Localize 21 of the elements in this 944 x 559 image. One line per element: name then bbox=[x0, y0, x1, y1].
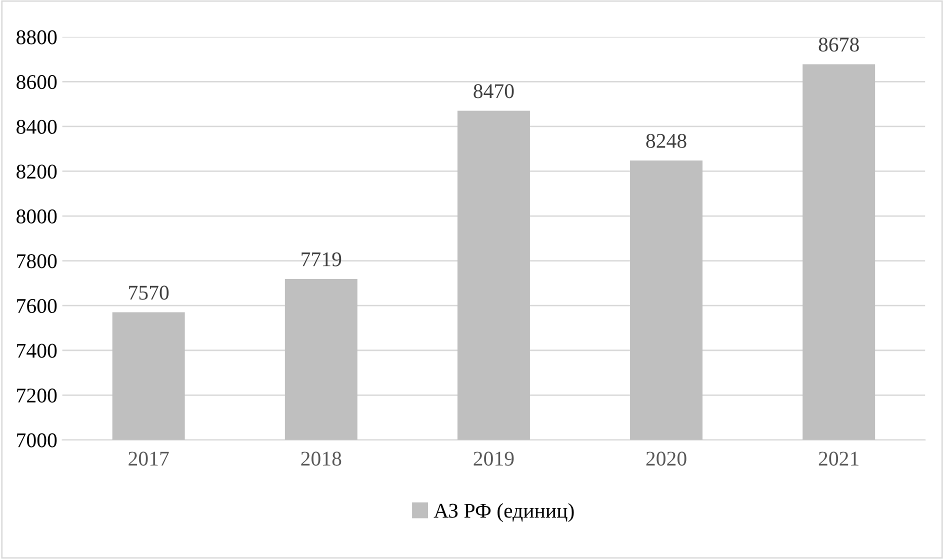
x-tick-label: 2020 bbox=[646, 452, 686, 466]
data-label: 8470 bbox=[474, 84, 514, 98]
y-tick-label: 8000 bbox=[16, 209, 57, 224]
legend-label: АЗ РФ (единиц) bbox=[434, 503, 574, 522]
x-tick-label: 2018 bbox=[301, 452, 342, 466]
y-tick-label: 8400 bbox=[16, 120, 57, 134]
y-tick-label: 7000 bbox=[17, 433, 57, 448]
data-label: 8678 bbox=[818, 38, 859, 52]
y-tick-label: 8800 bbox=[16, 30, 57, 44]
x-tick-label: 2019 bbox=[474, 452, 514, 466]
y-tick-label: 8200 bbox=[16, 164, 57, 179]
y-tick-label: 7600 bbox=[17, 298, 57, 314]
y-tick-label: 7800 bbox=[17, 254, 57, 268]
y-tick-label: 8600 bbox=[16, 75, 57, 90]
x-tick-label: 2021 bbox=[818, 452, 858, 466]
x-tick-label: 2017 bbox=[128, 452, 169, 466]
y-tick-label: 7200 bbox=[17, 388, 57, 403]
data-label: 7570 bbox=[129, 286, 169, 300]
data-label: 8248 bbox=[646, 134, 686, 148]
y-tick-label: 7400 bbox=[17, 344, 57, 358]
data-label: 7719 bbox=[302, 252, 342, 266]
